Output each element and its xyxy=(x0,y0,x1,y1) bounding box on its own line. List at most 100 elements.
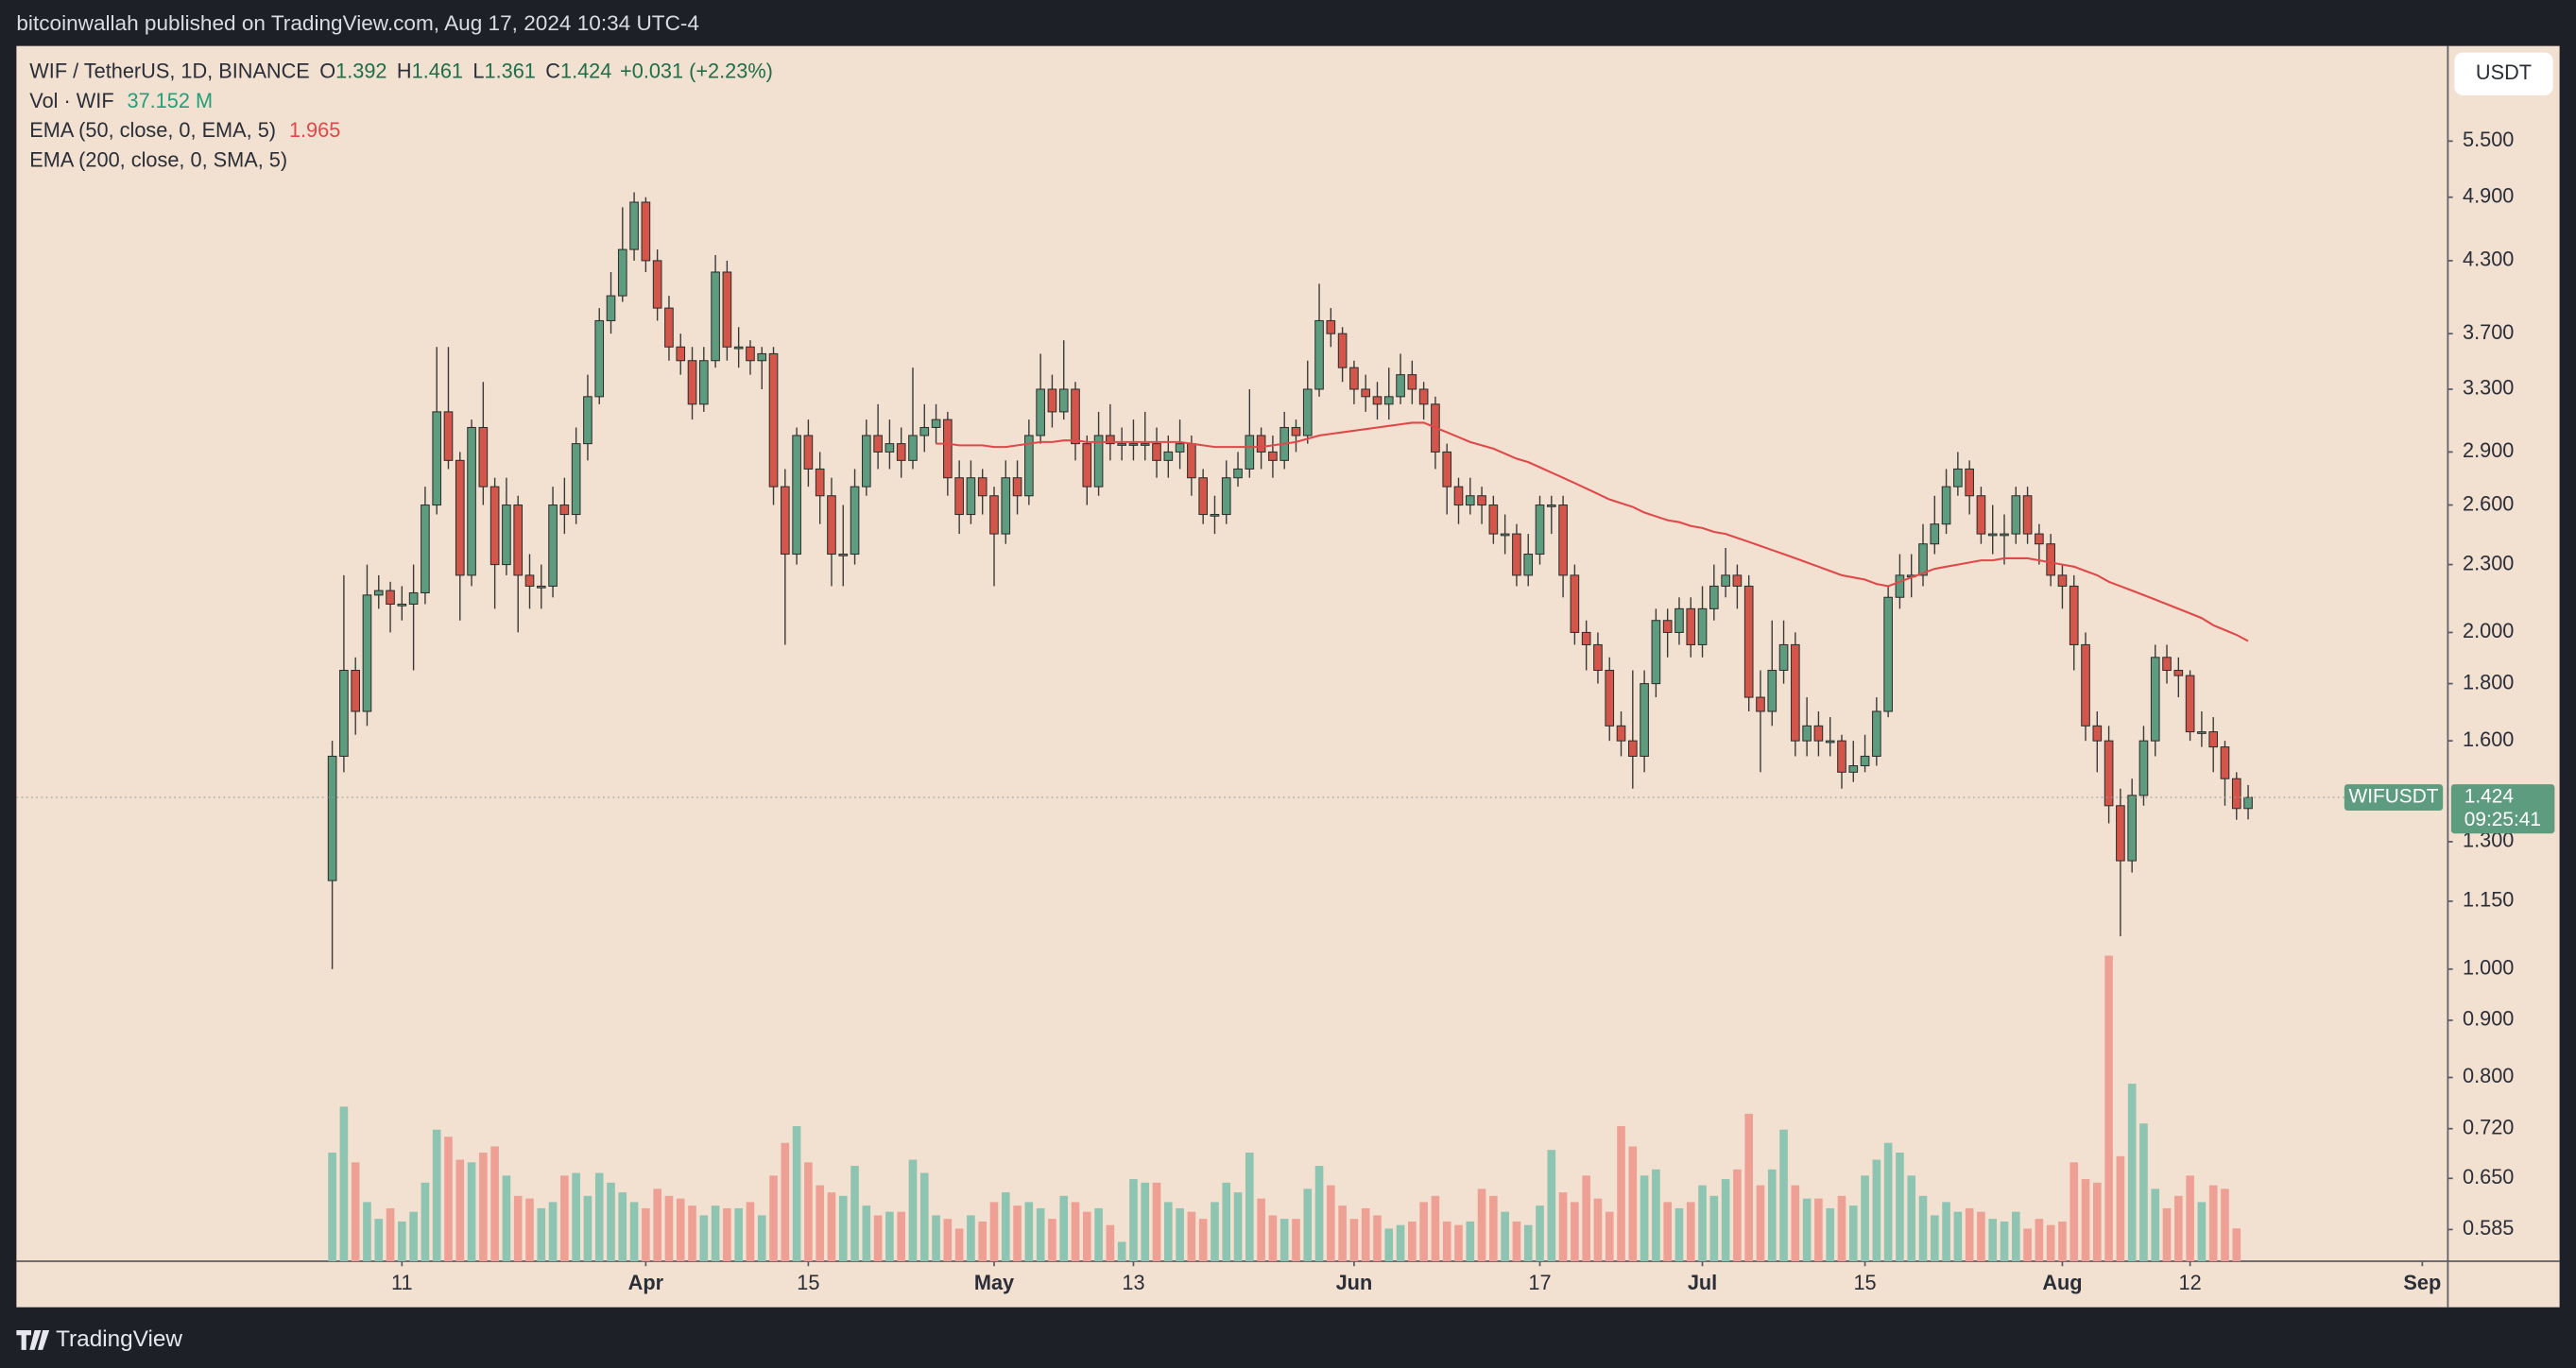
candle-body xyxy=(1918,543,1928,576)
candle-body xyxy=(2022,495,2033,535)
y-tick-label: 1.000 xyxy=(2463,956,2514,980)
x-tick-label: 17 xyxy=(1528,1271,1551,1294)
candle-body xyxy=(850,486,860,556)
candle-body xyxy=(780,486,790,556)
candle-body xyxy=(1500,533,1510,537)
volume-bar xyxy=(2208,1185,2218,1262)
candle-body xyxy=(1965,468,1974,497)
candle-body xyxy=(2035,533,2044,545)
volume-bar xyxy=(943,1219,953,1262)
candle-body xyxy=(1558,504,1568,576)
candle-body xyxy=(884,443,895,453)
candle-body xyxy=(467,426,476,576)
candle-body xyxy=(1383,396,1394,405)
candle-body xyxy=(815,468,825,497)
volume-bar xyxy=(363,1202,371,1262)
candle-body xyxy=(536,585,546,589)
volume-bar xyxy=(618,1192,627,1262)
x-tick-label: Sep xyxy=(2403,1271,2441,1294)
volume-bar xyxy=(1756,1185,1765,1262)
ema-line xyxy=(936,421,2249,642)
candle-body xyxy=(559,504,570,516)
volume-bar xyxy=(989,1202,999,1262)
candle-body xyxy=(1117,443,1126,446)
volume-bar xyxy=(1292,1219,1300,1262)
candle-body xyxy=(1987,533,1998,537)
currency-button[interactable] xyxy=(2454,52,2553,95)
candle-body xyxy=(502,504,511,566)
volume-bar xyxy=(1942,1202,1950,1262)
legend-value: 1.461 xyxy=(412,59,463,82)
volume-bar xyxy=(932,1215,940,1262)
volume-bar xyxy=(1071,1202,1080,1262)
candle-body xyxy=(2197,731,2207,734)
volume-bar xyxy=(1721,1179,1730,1262)
candle-body xyxy=(1128,443,1139,446)
volume-bar xyxy=(1663,1202,1672,1262)
y-tick-label: 2.600 xyxy=(2463,491,2514,515)
candle-body xyxy=(931,419,941,429)
candle-body xyxy=(386,590,395,606)
volume-bar xyxy=(432,1129,441,1262)
volume-bar xyxy=(1431,1195,1440,1262)
volume-bar xyxy=(954,1228,964,1262)
volume-bar xyxy=(885,1211,894,1262)
candle-body xyxy=(1743,585,1754,698)
legend-key: C xyxy=(545,59,560,82)
candle-body xyxy=(1477,495,1486,506)
volume-bar xyxy=(1640,1175,1649,1262)
legend-indicator: EMA (200, close, 0, SMA, 5) xyxy=(29,147,287,171)
candle-body xyxy=(1302,388,1313,436)
candle-body xyxy=(1396,374,1405,398)
candle-body xyxy=(2046,543,2055,576)
candle-body xyxy=(606,295,616,321)
currency-label[interactable]: USDT xyxy=(2476,60,2532,84)
candle-body xyxy=(1012,477,1022,497)
volume-bar xyxy=(1408,1221,1417,1262)
y-tick-label: 4.300 xyxy=(2463,248,2514,271)
volume-bar xyxy=(409,1211,418,1262)
y-tick-label: 1.600 xyxy=(2463,727,2514,751)
volume-bar xyxy=(2232,1228,2241,1262)
candle-body xyxy=(1442,451,1452,487)
volume-bar xyxy=(688,1206,696,1262)
volume-bar xyxy=(502,1175,511,1262)
y-tick-label: 1.150 xyxy=(2463,888,2514,912)
volume-bar xyxy=(1501,1211,1509,1262)
candle-body xyxy=(1640,683,1649,757)
y-tick-label: 0.900 xyxy=(2463,1007,2514,1031)
candle-body xyxy=(397,603,407,607)
volume-bar xyxy=(1024,1202,1034,1262)
volume-bar xyxy=(1442,1221,1451,1262)
volume-name: Vol · WIF xyxy=(29,89,113,112)
volume-bar xyxy=(816,1185,824,1262)
candle-body xyxy=(1071,388,1080,445)
candle-body xyxy=(792,435,801,556)
candle-body xyxy=(908,435,918,461)
candle-body xyxy=(827,495,836,556)
volume-bar xyxy=(1617,1125,1625,1262)
candle-body xyxy=(2185,675,2195,733)
volume-bar xyxy=(723,1207,731,1262)
volume-bar xyxy=(1384,1228,1394,1262)
volume-bar xyxy=(2104,955,2113,1262)
volume-bar xyxy=(734,1207,743,1262)
volume-bar xyxy=(2000,1221,2009,1262)
candle-body xyxy=(873,435,883,453)
candle-body xyxy=(838,554,849,556)
candle-body xyxy=(1941,486,1951,525)
candle-body xyxy=(1210,514,1220,517)
candle-body xyxy=(676,346,686,362)
volume-bar xyxy=(583,1195,592,1262)
candle-body xyxy=(1314,319,1324,390)
candle-body xyxy=(1581,631,1591,645)
candle-body xyxy=(1337,333,1348,368)
volume-bar xyxy=(1674,1207,1684,1262)
volume-bar xyxy=(1152,1182,1161,1262)
volume-bar xyxy=(1036,1207,1045,1262)
volume-bar xyxy=(1314,1166,1324,1262)
candle-body xyxy=(1245,435,1255,470)
volume-bar xyxy=(548,1202,558,1262)
volume-bar xyxy=(2174,1195,2183,1262)
volume-bar xyxy=(1338,1206,1347,1262)
